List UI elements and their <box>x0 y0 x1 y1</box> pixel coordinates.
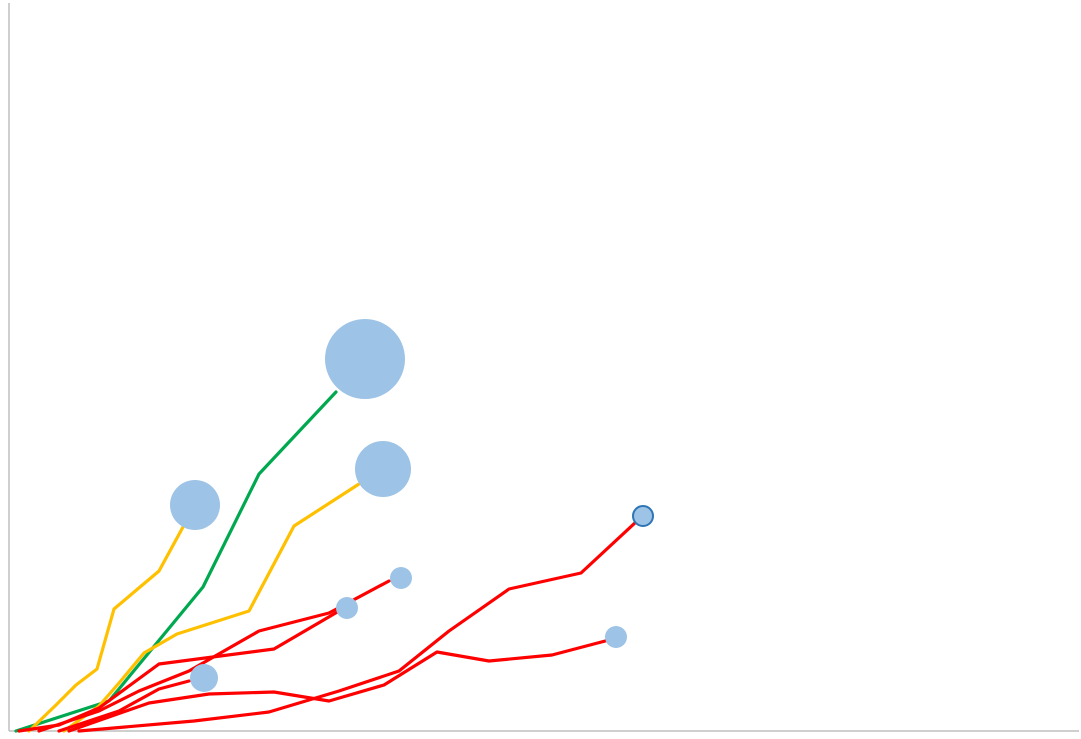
series-bubble-1 <box>325 319 405 399</box>
series-line-2 <box>27 525 185 733</box>
series-bubbles <box>170 319 654 692</box>
series-bubble-2 <box>170 480 220 530</box>
series-line-1 <box>14 390 338 733</box>
series-line-8 <box>77 519 639 733</box>
series-bubble-4 <box>336 597 358 619</box>
series-line-6 <box>57 679 191 733</box>
series-bubble-8 <box>632 505 654 527</box>
series-line-3 <box>62 482 361 733</box>
series-lines <box>14 390 639 733</box>
series-bubble-7 <box>605 626 627 648</box>
series-line-5 <box>37 579 391 733</box>
series-bubble-5 <box>390 567 412 589</box>
series-bubble-6 <box>190 664 218 692</box>
axes-layer <box>8 3 1079 732</box>
series-bubble-3 <box>355 441 411 497</box>
series-line-7 <box>67 638 611 733</box>
